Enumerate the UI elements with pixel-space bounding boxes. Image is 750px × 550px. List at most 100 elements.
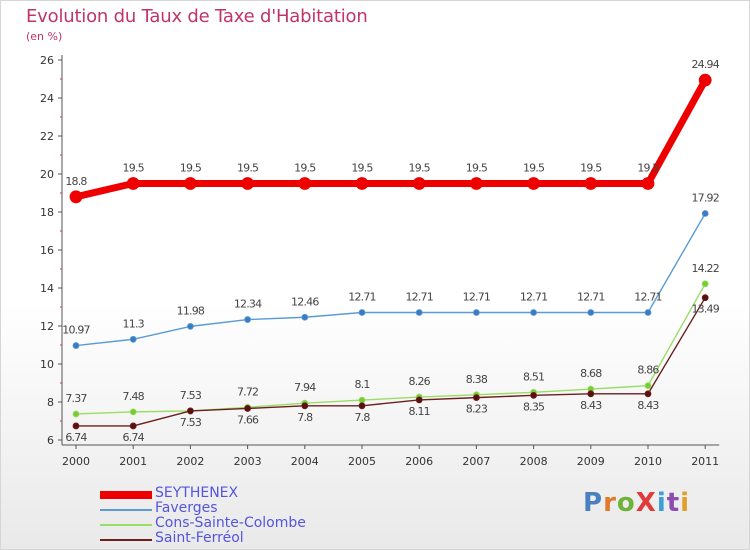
data-point xyxy=(527,177,540,190)
data-label: 11.98 xyxy=(177,304,205,317)
x-tick-label: 2007 xyxy=(462,455,490,468)
data-point xyxy=(641,177,655,190)
data-point xyxy=(244,316,252,323)
data-point xyxy=(72,422,80,430)
y-tick-label: 12 xyxy=(40,320,54,333)
data-label: 14.22 xyxy=(691,262,719,275)
data-label: 7.37 xyxy=(65,392,87,405)
data-label: 7.8 xyxy=(297,411,313,424)
data-point xyxy=(298,177,312,190)
data-point xyxy=(698,73,712,87)
data-point xyxy=(415,396,423,404)
x-tick-label: 2005 xyxy=(348,455,376,468)
x-tick-label: 2003 xyxy=(234,455,262,468)
data-point xyxy=(587,390,595,398)
data-label: 8.43 xyxy=(580,399,602,412)
data-label: 8.43 xyxy=(637,399,659,412)
data-label: 19.5 xyxy=(580,162,602,175)
data-label: 19.5 xyxy=(123,162,145,175)
data-point xyxy=(72,410,80,418)
data-point xyxy=(186,322,194,330)
y-tick-label: 10 xyxy=(40,358,54,371)
x-tick-label: 2010 xyxy=(634,455,662,468)
data-point xyxy=(701,210,709,217)
x-tick-label: 2004 xyxy=(291,455,319,468)
x-tick-label: 2006 xyxy=(405,455,433,468)
x-tick-label: 2000 xyxy=(62,455,90,468)
legend-swatch xyxy=(100,539,152,541)
data-label: 12.71 xyxy=(577,291,605,304)
data-label: 12.71 xyxy=(463,291,491,304)
series-line-2 xyxy=(75,283,706,415)
data-label: 12.71 xyxy=(348,291,376,304)
series-line-1 xyxy=(75,213,706,347)
data-point xyxy=(587,309,595,316)
data-label: 10.97 xyxy=(62,324,90,337)
legend-label: Saint-Ferréol xyxy=(155,530,244,546)
y-tick-label: 6 xyxy=(47,434,54,447)
y-tick-label: 22 xyxy=(40,130,54,143)
data-label: 8.86 xyxy=(637,364,659,377)
data-point xyxy=(415,309,423,316)
data-label: 7.8 xyxy=(354,411,370,424)
data-label: 7.53 xyxy=(180,416,202,429)
data-point xyxy=(469,177,483,190)
data-label: 24.94 xyxy=(691,58,719,71)
data-label: 8.68 xyxy=(580,367,602,380)
logo-letter: r xyxy=(603,488,617,518)
data-label: 19.5 xyxy=(237,162,259,175)
data-point xyxy=(129,408,137,416)
data-point xyxy=(69,190,83,204)
data-label: 7.48 xyxy=(123,390,145,403)
data-label: 17.92 xyxy=(691,192,719,205)
legend-label: Cons-Sainte-Colombe xyxy=(155,515,306,531)
data-point xyxy=(129,335,137,343)
data-label: 8.38 xyxy=(466,373,488,386)
x-tick-label: 2002 xyxy=(176,455,204,468)
logo-letter: t xyxy=(666,488,681,518)
proxiti-logo: ProXiti xyxy=(583,488,690,518)
y-tick-label: 8 xyxy=(47,396,54,409)
logo-letter: i xyxy=(656,488,667,518)
data-point xyxy=(244,405,252,412)
data-point xyxy=(701,294,709,302)
data-point xyxy=(301,402,309,410)
data-point xyxy=(358,402,366,410)
data-label: 7.94 xyxy=(294,381,316,394)
data-label: 7.53 xyxy=(180,389,202,402)
legend-label: Faverges xyxy=(155,500,218,516)
y-tick-label: 26 xyxy=(40,54,54,67)
data-label: 8.1 xyxy=(354,378,369,391)
x-tick-label: 2001 xyxy=(119,455,147,468)
data-point xyxy=(644,390,652,398)
data-label: 6.74 xyxy=(123,431,145,444)
y-tick-label: 18 xyxy=(40,206,54,219)
data-label: 7.72 xyxy=(237,385,258,398)
data-label: 19.5 xyxy=(523,162,545,175)
y-tick-label: 20 xyxy=(40,168,54,181)
data-point xyxy=(530,309,537,316)
data-label: 12.46 xyxy=(291,295,319,308)
data-point xyxy=(530,391,537,399)
data-label: 8.26 xyxy=(409,375,431,388)
data-label: 8.23 xyxy=(466,403,488,416)
x-tick-label: 2008 xyxy=(520,455,548,468)
data-point xyxy=(126,177,140,190)
unit-label: (en %) xyxy=(26,30,63,43)
data-point xyxy=(355,177,369,190)
legend-swatch xyxy=(100,524,152,526)
data-point xyxy=(472,394,480,402)
data-point xyxy=(644,309,652,316)
data-point xyxy=(72,342,80,349)
legend-swatch xyxy=(100,509,152,511)
data-point xyxy=(129,422,137,430)
logo-letter: P xyxy=(583,488,604,518)
data-label: 12.34 xyxy=(234,298,262,311)
data-point xyxy=(183,177,197,190)
data-point xyxy=(412,177,426,190)
x-tick-label: 2009 xyxy=(577,455,605,468)
data-label: 19.5 xyxy=(637,162,659,175)
data-point xyxy=(584,177,598,190)
